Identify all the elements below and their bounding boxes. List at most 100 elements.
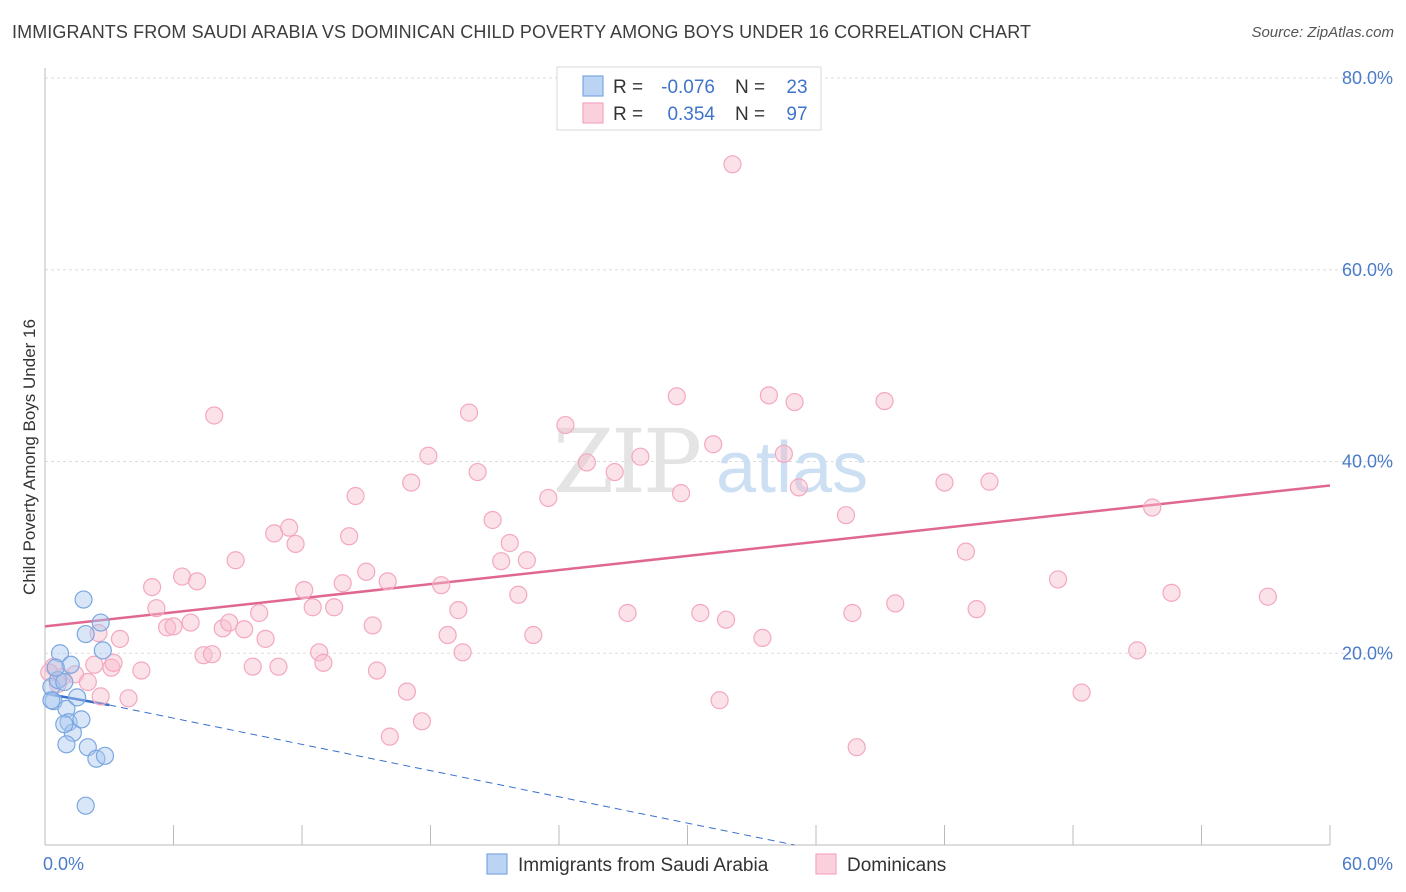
dominican-point [256, 629, 275, 648]
dominican-point [539, 488, 558, 508]
dominican-point [875, 391, 894, 411]
dominican-point [967, 600, 986, 619]
series-label-dominican: Dominicans [847, 855, 946, 876]
dominican-point [509, 585, 528, 604]
dominican-point [132, 661, 151, 680]
dominican-point [280, 518, 299, 537]
saudi-point [76, 796, 95, 815]
dominican-point [295, 580, 314, 600]
series-label-saudi: Immigrants from Saudi Arabia [518, 855, 769, 876]
dominican-point [980, 472, 999, 491]
dominican-point [104, 653, 123, 672]
dominican-point [310, 643, 329, 662]
dominican-point [367, 661, 387, 680]
dominican-point [843, 603, 862, 623]
dominican-point [524, 625, 543, 645]
dominican-point [605, 462, 624, 482]
dominican-point [119, 689, 138, 708]
dominican-point [556, 415, 575, 435]
y-tick-label: 80.0% [1342, 68, 1393, 88]
dominican-point [243, 657, 262, 676]
dominican-point [380, 727, 399, 746]
dominican-point [357, 562, 376, 581]
dominican-point [1162, 583, 1181, 602]
legend-r-value-blue: -0.076 [661, 77, 715, 98]
dominican-point [303, 598, 322, 617]
saudi-point [93, 641, 112, 660]
dominican-point [459, 403, 479, 422]
legend-swatch-pink [582, 102, 604, 124]
dominican-point [378, 572, 397, 591]
y-axis-label: Child Poverty Among Boys Under 16 [20, 319, 39, 595]
dominican-point [468, 462, 487, 482]
y-tick-label: 40.0% [1342, 452, 1393, 472]
dominican-point [449, 601, 468, 620]
saudi-points [42, 590, 115, 815]
dominican-point [220, 613, 239, 632]
source-credit: Source: ZipAtlas.com [1251, 24, 1394, 41]
dominican-point [147, 599, 166, 618]
dominican-point [1072, 683, 1091, 702]
saudi-point [57, 699, 76, 718]
dominican-point [110, 629, 130, 648]
series-legend: Immigrants from Saudi Arabia Dominicans [486, 853, 946, 876]
dominican-point [164, 617, 183, 636]
dominican-point [78, 672, 97, 692]
dominican-point [325, 598, 344, 617]
dominican-point [935, 473, 954, 492]
legend-n-label-pink: N = [735, 104, 765, 125]
saudi-point [55, 672, 74, 692]
watermark: ZIP atlas [553, 410, 868, 513]
dominican-point [836, 506, 856, 525]
dominican-point [235, 620, 254, 639]
dominican-point [340, 527, 359, 546]
dominican-point [886, 594, 905, 613]
saudi-point [76, 624, 95, 644]
dominican-point [774, 444, 793, 463]
dominican-point [785, 392, 804, 412]
dominican-point [753, 628, 772, 648]
dominican-point [402, 473, 421, 492]
dominican-trend-line [44, 484, 1331, 628]
dominican-point [269, 657, 288, 676]
dominican-point [142, 577, 162, 597]
dominican-point [157, 618, 177, 637]
dominican-point [438, 625, 457, 645]
saudi-point [72, 710, 91, 729]
dominican-point [956, 542, 976, 561]
series-swatch-saudi [486, 853, 508, 875]
dominican-point [618, 603, 637, 623]
x-ticks [44, 825, 1331, 845]
dominican-point [517, 551, 536, 570]
dominican-point [363, 616, 382, 635]
saudi-point [55, 715, 74, 734]
trend-lines [44, 484, 1331, 846]
saudi-trend-extension [109, 704, 795, 846]
saudi-point [57, 735, 76, 754]
dominican-point [314, 653, 333, 672]
dominican-point [710, 691, 729, 710]
dominican-point [346, 486, 365, 506]
legend-r-value-pink: 0.354 [667, 104, 715, 125]
dominican-point [631, 447, 650, 466]
dominican-point [250, 603, 269, 623]
dominican-point [187, 572, 207, 591]
dominican-point [172, 567, 192, 586]
dominican-point [671, 484, 691, 503]
series-swatch-dominican [815, 853, 837, 875]
dominican-point [205, 406, 224, 425]
dominican-point [412, 712, 432, 731]
y-tick-label: 60.0% [1342, 260, 1393, 280]
saudi-trend-line [44, 692, 110, 707]
y-tick-labels: 20.0% 40.0% 60.0% 80.0% [1342, 68, 1393, 663]
legend-n-value-blue: 23 [786, 77, 807, 98]
legend-swatch-blue [582, 75, 604, 97]
dominican-point [419, 446, 438, 465]
dominican-point [1143, 498, 1162, 517]
dominican-point [1128, 641, 1147, 660]
saudi-point [46, 658, 65, 677]
dominican-point [91, 687, 110, 706]
dominican-point [789, 478, 808, 497]
saudi-point [74, 590, 93, 609]
dominican-point [202, 645, 222, 664]
